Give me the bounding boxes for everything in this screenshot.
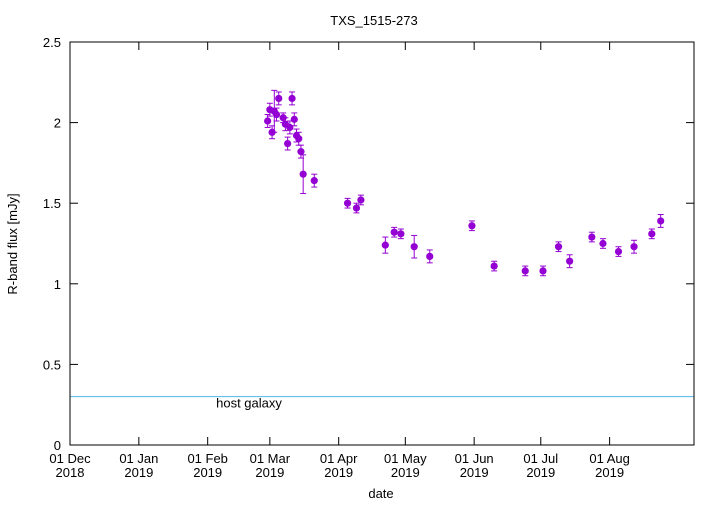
host-galaxy-layer: host galaxy xyxy=(70,396,694,411)
x-tick-label-year: 2019 xyxy=(595,465,624,480)
data-point xyxy=(272,110,281,119)
data-point xyxy=(468,222,476,230)
data-point xyxy=(648,230,656,238)
data-point xyxy=(490,262,498,270)
data-point xyxy=(566,257,574,265)
data-point xyxy=(397,230,405,238)
data-point xyxy=(410,243,418,251)
data-point xyxy=(426,252,434,260)
x-tick-label: 01 Aug xyxy=(589,451,630,466)
data-point xyxy=(284,139,292,148)
data-point xyxy=(554,243,563,251)
data-point xyxy=(390,228,398,236)
data-point xyxy=(343,199,352,207)
y-tick-label: 1.5 xyxy=(43,196,61,211)
data-point xyxy=(599,239,607,248)
x-tick-label-year: 2019 xyxy=(391,465,420,480)
x-tick-label-year: 2019 xyxy=(324,465,353,480)
data-point xyxy=(521,267,529,275)
data-point xyxy=(657,217,665,225)
data-point xyxy=(381,241,389,249)
x-tick-label-year: 2019 xyxy=(460,465,489,480)
data-point xyxy=(357,196,365,204)
data-point xyxy=(614,247,623,256)
data-point xyxy=(539,267,547,275)
plot-border xyxy=(69,41,695,446)
data-point xyxy=(299,170,307,178)
x-tick-label: 01 Dec xyxy=(49,451,91,466)
x-tick-label: 01 Mar xyxy=(250,451,291,466)
y-tick-label: 0.5 xyxy=(43,357,61,372)
x-tick-label-year: 2019 xyxy=(193,465,222,480)
data-point xyxy=(264,117,272,125)
x-tick-label: 01 May xyxy=(384,451,427,466)
x-tick-label-year: 2019 xyxy=(526,465,555,480)
x-tick-label: 01 Jul xyxy=(523,451,558,466)
chart-title: TXS_1515-273 xyxy=(330,13,417,28)
x-tick-label: 01 Feb xyxy=(187,451,227,466)
data-point xyxy=(630,243,638,251)
data-point xyxy=(290,115,298,123)
y-tick-label: 2.5 xyxy=(43,35,61,50)
y-tick-label: 2 xyxy=(54,116,61,131)
data-point xyxy=(352,204,361,212)
host-galaxy-label: host galaxy xyxy=(216,396,282,411)
data-point xyxy=(588,233,596,241)
data-point xyxy=(275,94,283,103)
x-tick-label-year: 2019 xyxy=(255,465,284,480)
x-tick-label: 01 Jan xyxy=(119,451,158,466)
y-tick-label: 1 xyxy=(54,277,61,292)
data-point xyxy=(288,94,296,103)
x-tick-label-year: 2019 xyxy=(124,465,153,480)
x-tick-label: 01 Apr xyxy=(320,451,358,466)
data-points xyxy=(264,89,665,277)
y-tick-label: 0 xyxy=(54,438,61,453)
data-point xyxy=(310,177,318,185)
y-axis-label: R-band flux [mJy] xyxy=(5,193,20,294)
data-point xyxy=(286,123,294,132)
data-point xyxy=(295,135,303,143)
x-tick-label: 01 Jun xyxy=(455,451,494,466)
x-axis-label: date xyxy=(368,486,393,501)
x-tick-label-year: 2018 xyxy=(56,465,85,480)
data-point xyxy=(297,148,305,156)
